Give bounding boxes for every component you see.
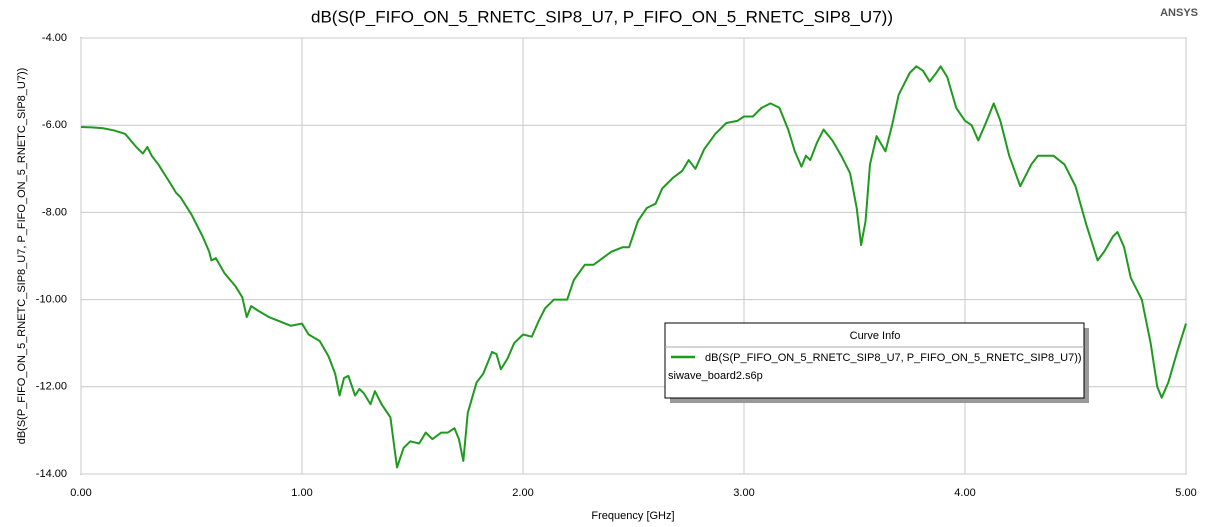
curves — [80, 65, 1187, 469]
plot-area — [80, 37, 1187, 475]
y-tick-label: -6.00 — [42, 119, 67, 131]
legend-box — [664, 322, 1085, 399]
x-tick-label: 3.00 — [733, 487, 754, 499]
y-tick-label: -14.00 — [36, 468, 67, 480]
y-tick-label: -12.00 — [36, 381, 67, 393]
x-tick-label: 4.00 — [954, 487, 975, 499]
legend: Curve Info dB(S(P_FIFO_ON_5_RNETC_SIP8_U… — [664, 322, 1089, 403]
legend-title: Curve Info — [850, 330, 901, 342]
brand: ANSYS — [1160, 7, 1198, 19]
x-tick-label: 1.00 — [291, 487, 312, 499]
y-tick-label: -10.00 — [36, 294, 67, 306]
legend-source: siwave_board2.s6p — [668, 370, 763, 382]
legend-label: dB(S(P_FIFO_ON_5_RNETC_SIP8_U7, P_FIFO_O… — [705, 352, 1082, 364]
x-tick-label: 2.00 — [512, 487, 533, 499]
y-tick-label: -4.00 — [42, 32, 67, 44]
chart-title: dB(S(P_FIFO_ON_5_RNETC_SIP8_U7, P_FIFO_O… — [311, 7, 893, 26]
x-tick-label: 5.00 — [1175, 487, 1196, 499]
x-axis-label: Frequency [GHz] — [591, 510, 674, 522]
x-tick-label: 0.00 — [70, 487, 91, 499]
y-axis-label: dB(S(P_FIFO_ON_5_RNETC_SIP8_U7, P_FIFO_O… — [16, 68, 28, 445]
y-tick-label: -8.00 — [42, 206, 67, 218]
curve — [80, 65, 1187, 469]
